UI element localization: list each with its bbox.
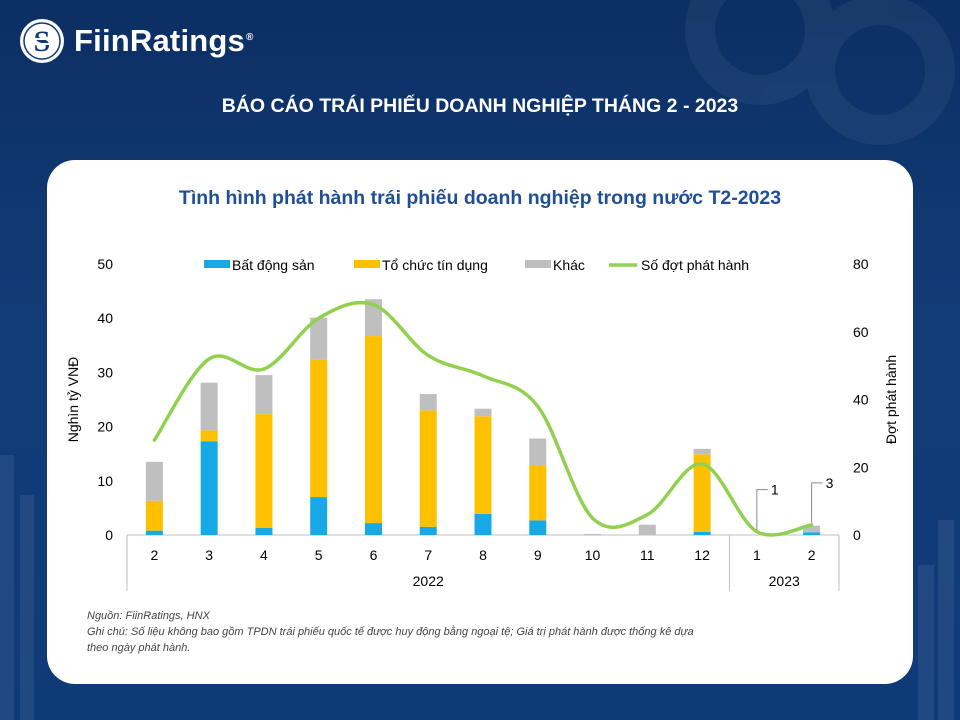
x-tick-label: 4 — [260, 547, 268, 563]
y-tick-label: 10 — [97, 473, 113, 489]
note-line-2: theo ngày phát hành. — [87, 642, 191, 654]
bar-segment — [255, 414, 273, 528]
bar-segment — [200, 441, 218, 535]
legend-swatch — [354, 260, 380, 268]
x-tick-label: 12 — [694, 547, 710, 563]
x-tick-label: 5 — [315, 547, 323, 563]
brand-name: FiinRatings® — [74, 23, 254, 58]
bar-segment — [474, 408, 492, 417]
y-tick-label: 0 — [105, 527, 113, 543]
x-tick-label: 2 — [150, 547, 158, 563]
bar-segment — [255, 527, 273, 535]
group-label: 2023 — [769, 573, 800, 589]
note-line-1: Ghi chú: Số liệu không bao gồm TPDN trái… — [87, 626, 694, 638]
bar-segment — [145, 530, 163, 535]
bar-segment — [310, 359, 328, 498]
legend-label: Số đợt phát hành — [641, 257, 749, 273]
report-title: BÁO CÁO TRÁI PHIẾU DOANH NGHIỆP THÁNG 2 … — [221, 95, 739, 117]
bar-segment — [693, 531, 711, 535]
bar-segment — [419, 526, 437, 535]
source-note: Nguồn: FiinRatings, HNX — [87, 610, 210, 622]
legend-swatch — [525, 260, 551, 268]
x-tick-label: 1 — [753, 547, 761, 563]
x-tick-label: 7 — [424, 547, 432, 563]
bar-segment — [145, 461, 163, 501]
bar-segment — [803, 532, 821, 535]
data-label-leader — [756, 489, 768, 530]
bar-segment — [310, 317, 328, 360]
x-tick-label: 9 — [534, 547, 542, 563]
bar-segment — [529, 465, 547, 521]
x-tick-label: 3 — [205, 547, 213, 563]
issues-line — [152, 300, 814, 537]
x-tick-label: 8 — [479, 547, 487, 563]
y-tick-label: 40 — [97, 310, 113, 326]
footnote: Nguồn: FiinRatings, HNX Ghi chú: Số liệu… — [87, 608, 867, 656]
bar-segment — [200, 430, 218, 442]
y2-axis-title: Đợt phát hành — [883, 355, 899, 444]
bar-segment — [693, 448, 711, 455]
x-tick-label: 6 — [370, 547, 378, 563]
legend-swatch — [204, 260, 230, 268]
bar-segment — [474, 513, 492, 535]
legend-label: Khác — [553, 257, 585, 273]
legend-label: Tổ chức tín dụng — [382, 257, 488, 273]
y-tick-label: 50 — [97, 256, 113, 272]
bar-segment — [310, 497, 328, 535]
x-tick-label: 11 — [640, 547, 655, 563]
y2-tick-label: 60 — [853, 324, 869, 340]
bar-segment — [200, 382, 218, 431]
y-axis-title: Nghìn tỷ VNĐ — [65, 357, 81, 443]
group-label: 2022 — [413, 573, 444, 589]
data-label: 3 — [826, 475, 834, 491]
y2-tick-label: 40 — [853, 392, 869, 408]
bar-segment — [419, 394, 437, 411]
bar-segment — [419, 410, 437, 527]
bar-segment — [364, 336, 382, 524]
data-label: 1 — [771, 482, 779, 498]
svg-text:S: S — [34, 25, 51, 58]
bar-segment — [529, 438, 547, 466]
x-tick-label: 10 — [585, 547, 601, 563]
bar-segment — [474, 416, 492, 514]
brand-logo: S FiinRatings® — [18, 16, 254, 66]
bar-segment — [693, 454, 711, 532]
fiinratings-logo-icon: S — [20, 19, 64, 63]
bar-segment — [145, 500, 163, 531]
y2-tick-label: 0 — [853, 527, 861, 543]
bar-segment — [584, 533, 602, 535]
bar-segment — [255, 375, 273, 415]
bar-segment — [364, 523, 382, 535]
data-label-leader — [811, 482, 823, 523]
y2-tick-label: 20 — [853, 459, 869, 475]
y-tick-label: 20 — [97, 419, 113, 435]
y2-tick-label: 80 — [853, 256, 869, 272]
x-tick-label: 2 — [808, 547, 816, 563]
bar-segment — [529, 520, 547, 535]
chart-title: Tình hình phát hành trái phiếu doanh ngh… — [178, 187, 782, 209]
bar-segment — [803, 525, 821, 533]
legend-label: Bất động sản — [232, 257, 315, 273]
y-tick-label: 30 — [97, 364, 113, 380]
chart-card: Tình hình phát hành trái phiếu doanh ngh… — [47, 160, 913, 684]
bar-segment — [638, 524, 656, 535]
